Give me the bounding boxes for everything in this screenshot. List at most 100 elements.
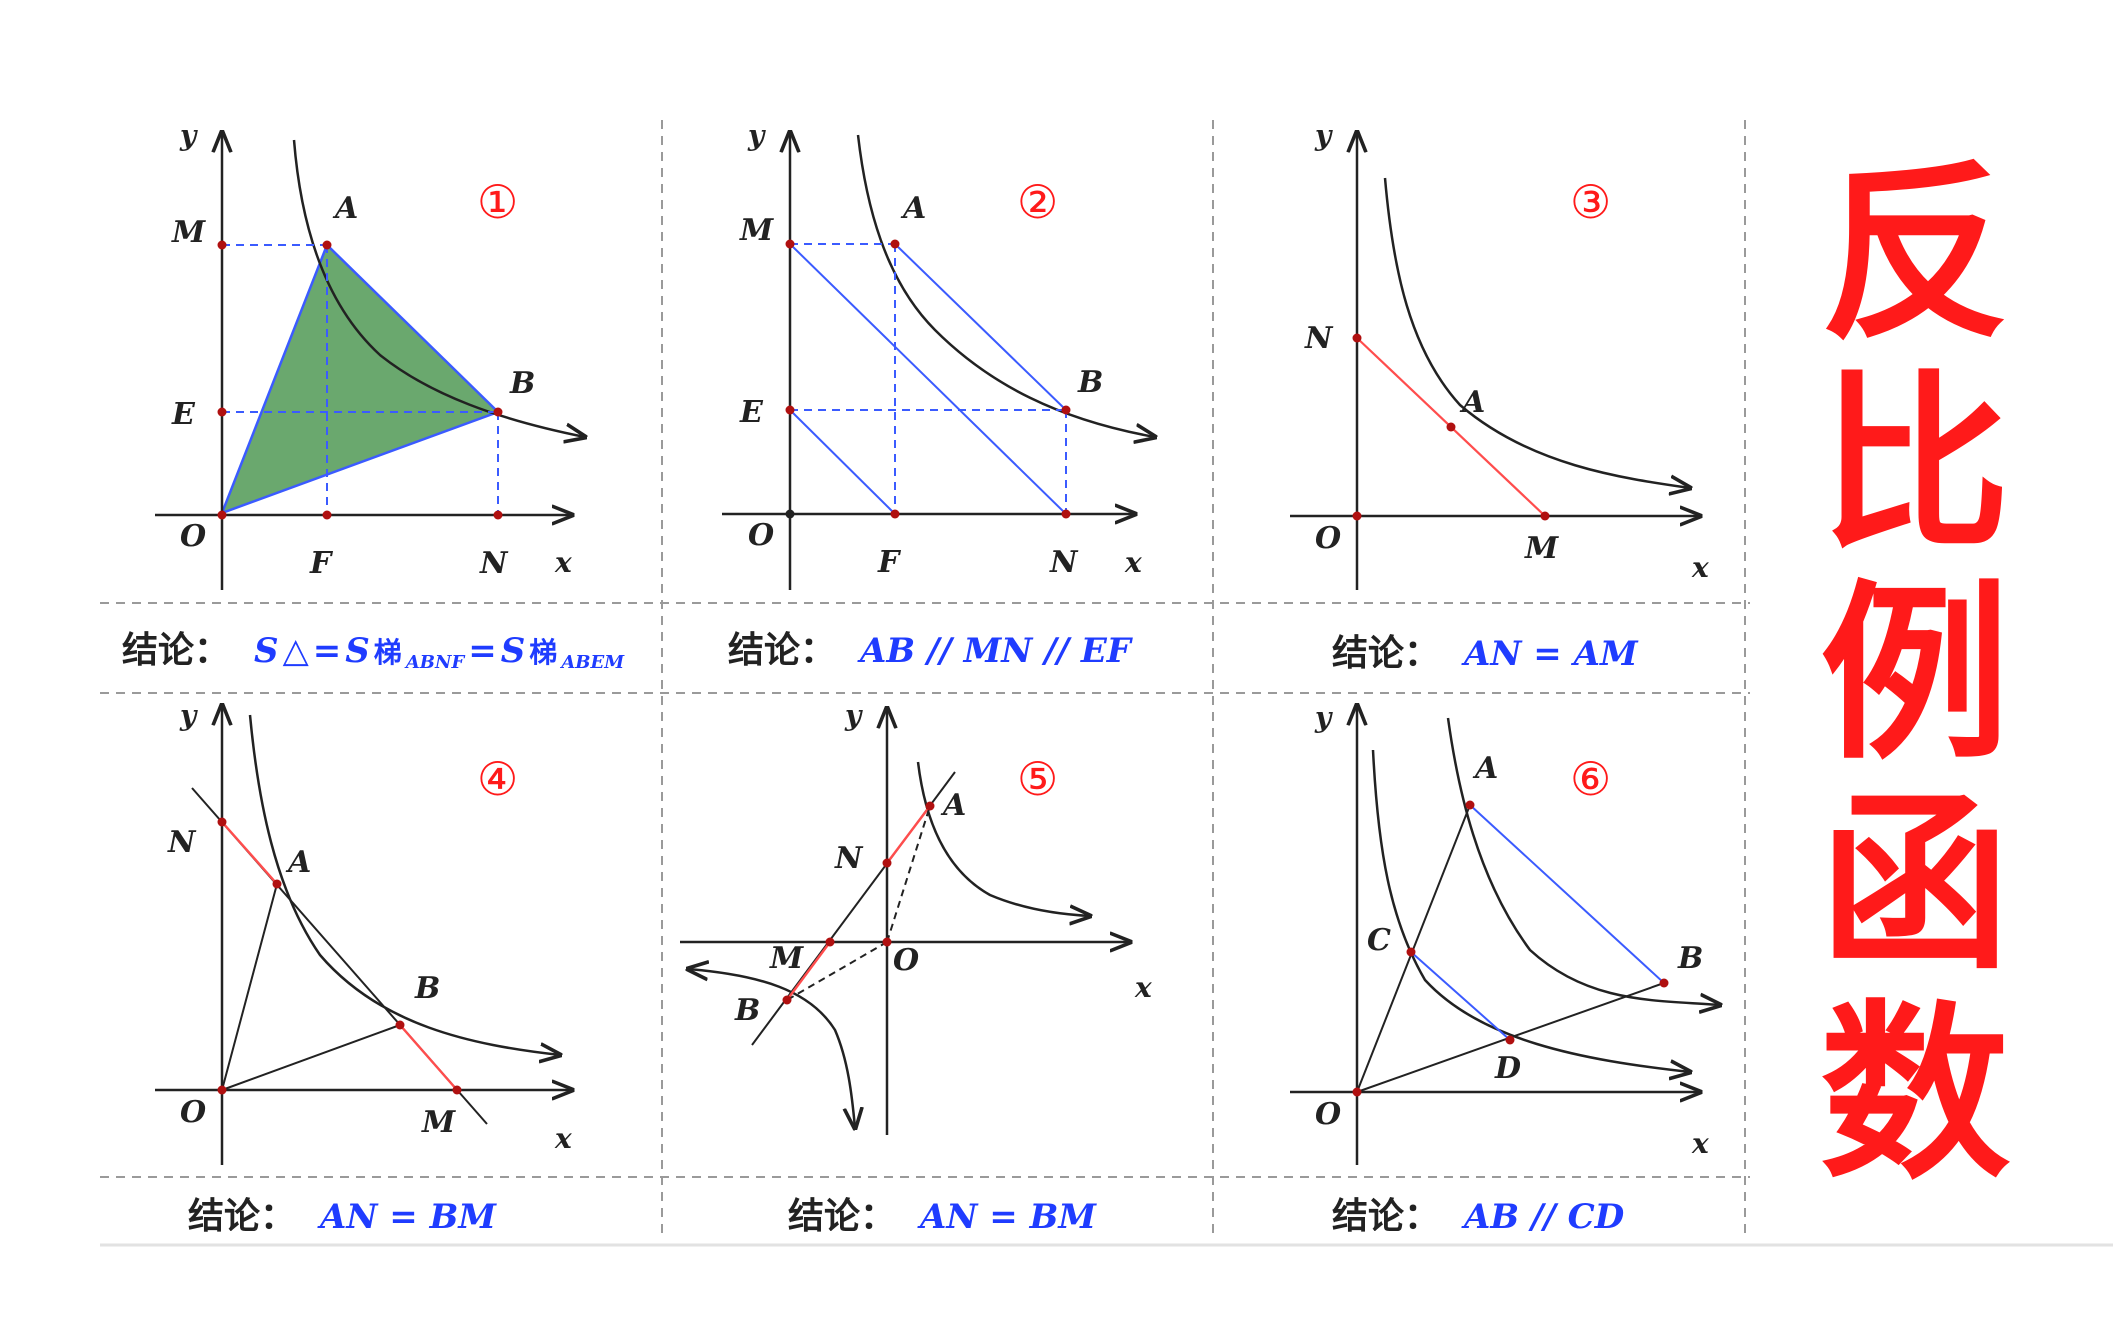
label-x: x: [1124, 546, 1142, 579]
point-E: [785, 405, 795, 415]
label-y: y: [747, 119, 766, 152]
hyperbola-branch: [248, 714, 560, 1055]
label-D: D: [1494, 1051, 1521, 1086]
panel-4: y x N A B M O ④ 结论： AN = BM: [155, 699, 572, 1237]
point-A: [272, 879, 282, 889]
point-A: [1465, 800, 1475, 810]
label-A: A: [1459, 385, 1485, 420]
hyperbola-outer: [1446, 717, 1720, 1005]
label-y: y: [179, 699, 198, 732]
conclusion-5: 结论： AN = BM: [788, 1196, 1097, 1237]
point-C: [1406, 947, 1416, 957]
point-B: [1659, 978, 1669, 988]
conclusion-2: 结论： AB // MN // EF: [728, 630, 1134, 671]
label-M: M: [171, 215, 206, 250]
panel-number: ①: [477, 175, 518, 229]
point-M: [217, 240, 227, 250]
point-B: [493, 407, 503, 417]
label-A: A: [285, 845, 311, 880]
point-O: [217, 1085, 227, 1095]
label-A: A: [332, 191, 358, 226]
segment-BM: [786, 941, 831, 1001]
hyperbola-branch-q3: [688, 969, 855, 1128]
label-A: A: [940, 788, 966, 823]
label-y: y: [1314, 119, 1333, 152]
shaded-triangle-OAB: [219, 242, 501, 516]
label-A: A: [1472, 751, 1498, 786]
segment-BM: [399, 1024, 458, 1091]
label-M: M: [1524, 531, 1559, 566]
dashed-OB: [786, 941, 888, 1001]
label-x: x: [1134, 971, 1152, 1004]
hyperbola-branch-q1: [916, 761, 1090, 916]
point-N: [1352, 333, 1362, 343]
point-N: [882, 858, 892, 868]
panel-3: y x N A M O ③ 结论： AN = AM: [1290, 119, 1709, 674]
point-B: [395, 1020, 405, 1030]
label-x: x: [1691, 1127, 1709, 1160]
label-B: B: [1077, 365, 1103, 400]
label-M: M: [421, 1105, 456, 1140]
title-char-5: 数: [1820, 984, 2010, 1205]
hyperbola-branch: [1383, 177, 1690, 488]
panel-number: ⑥: [1570, 752, 1611, 806]
label-B: B: [734, 993, 760, 1028]
label-F: F: [877, 545, 902, 580]
segment-AB: [1469, 804, 1665, 984]
panel-2: y x M E O A B F N ② 结论： AB // MN // EF: [722, 119, 1155, 671]
label-O: O: [180, 519, 206, 554]
point-M: [785, 239, 795, 249]
label-N: N: [167, 825, 197, 860]
point-A: [322, 240, 332, 250]
point-O: [1352, 1087, 1362, 1097]
label-x: x: [1691, 551, 1709, 584]
label-B: B: [1677, 941, 1703, 976]
hyperbola-branch: [292, 139, 585, 437]
label-O: O: [1315, 521, 1341, 556]
panel-6: y x A B C D O ⑥ 结论： AB // CD: [1290, 701, 1720, 1237]
conclusion-1: 结论： S △ = S 梯 ABNF = S 梯 ABEM: [122, 630, 625, 673]
label-N: N: [479, 546, 509, 581]
segment-EF: [789, 409, 896, 515]
label-y: y: [179, 119, 198, 152]
panel-number: ③: [1570, 175, 1611, 229]
label-O: O: [748, 518, 774, 553]
point-O: [1352, 511, 1362, 521]
label-N: N: [834, 841, 864, 876]
label-N: N: [1304, 321, 1334, 356]
panel-number: ②: [1017, 175, 1058, 229]
point-N: [217, 817, 227, 827]
title-char-2: 比: [1820, 354, 2010, 575]
conclusion-4: 结论： AN = BM: [188, 1196, 497, 1237]
point-M: [1540, 511, 1550, 521]
label-F: F: [309, 546, 334, 581]
point-F: [890, 509, 900, 519]
label-y: y: [1314, 701, 1333, 734]
segment-OA: [221, 883, 278, 1091]
segment-NA: [886, 805, 931, 864]
label-C: C: [1367, 923, 1391, 958]
dashed-OA: [886, 805, 931, 943]
label-O: O: [1315, 1097, 1341, 1132]
conclusion-3: 结论： AN = AM: [1332, 633, 1639, 674]
segment-OB: [221, 1024, 401, 1091]
label-y: y: [844, 699, 863, 732]
grid-lines: [100, 120, 1750, 1240]
panel-1: y x M E O A B F N ① 结论： S △ = S 梯 ABNF =…: [122, 119, 625, 673]
segment-NA: [221, 821, 278, 885]
title-char-3: 例: [1820, 564, 2010, 785]
title-vertical: 反 比 例 函 数: [1820, 144, 2010, 1205]
point-N: [493, 510, 503, 520]
point-N: [1061, 509, 1071, 519]
segment-MN: [789, 243, 1067, 515]
hyperbola-inner: [1371, 749, 1690, 1072]
point-B: [1061, 405, 1071, 415]
label-x: x: [554, 546, 572, 579]
point-O: [882, 937, 892, 947]
label-M: M: [739, 213, 774, 248]
hyperbola-branch: [856, 134, 1155, 437]
label-E: E: [739, 395, 764, 430]
point-M: [825, 937, 835, 947]
conclusion-6: 结论： AB // CD: [1332, 1196, 1625, 1237]
